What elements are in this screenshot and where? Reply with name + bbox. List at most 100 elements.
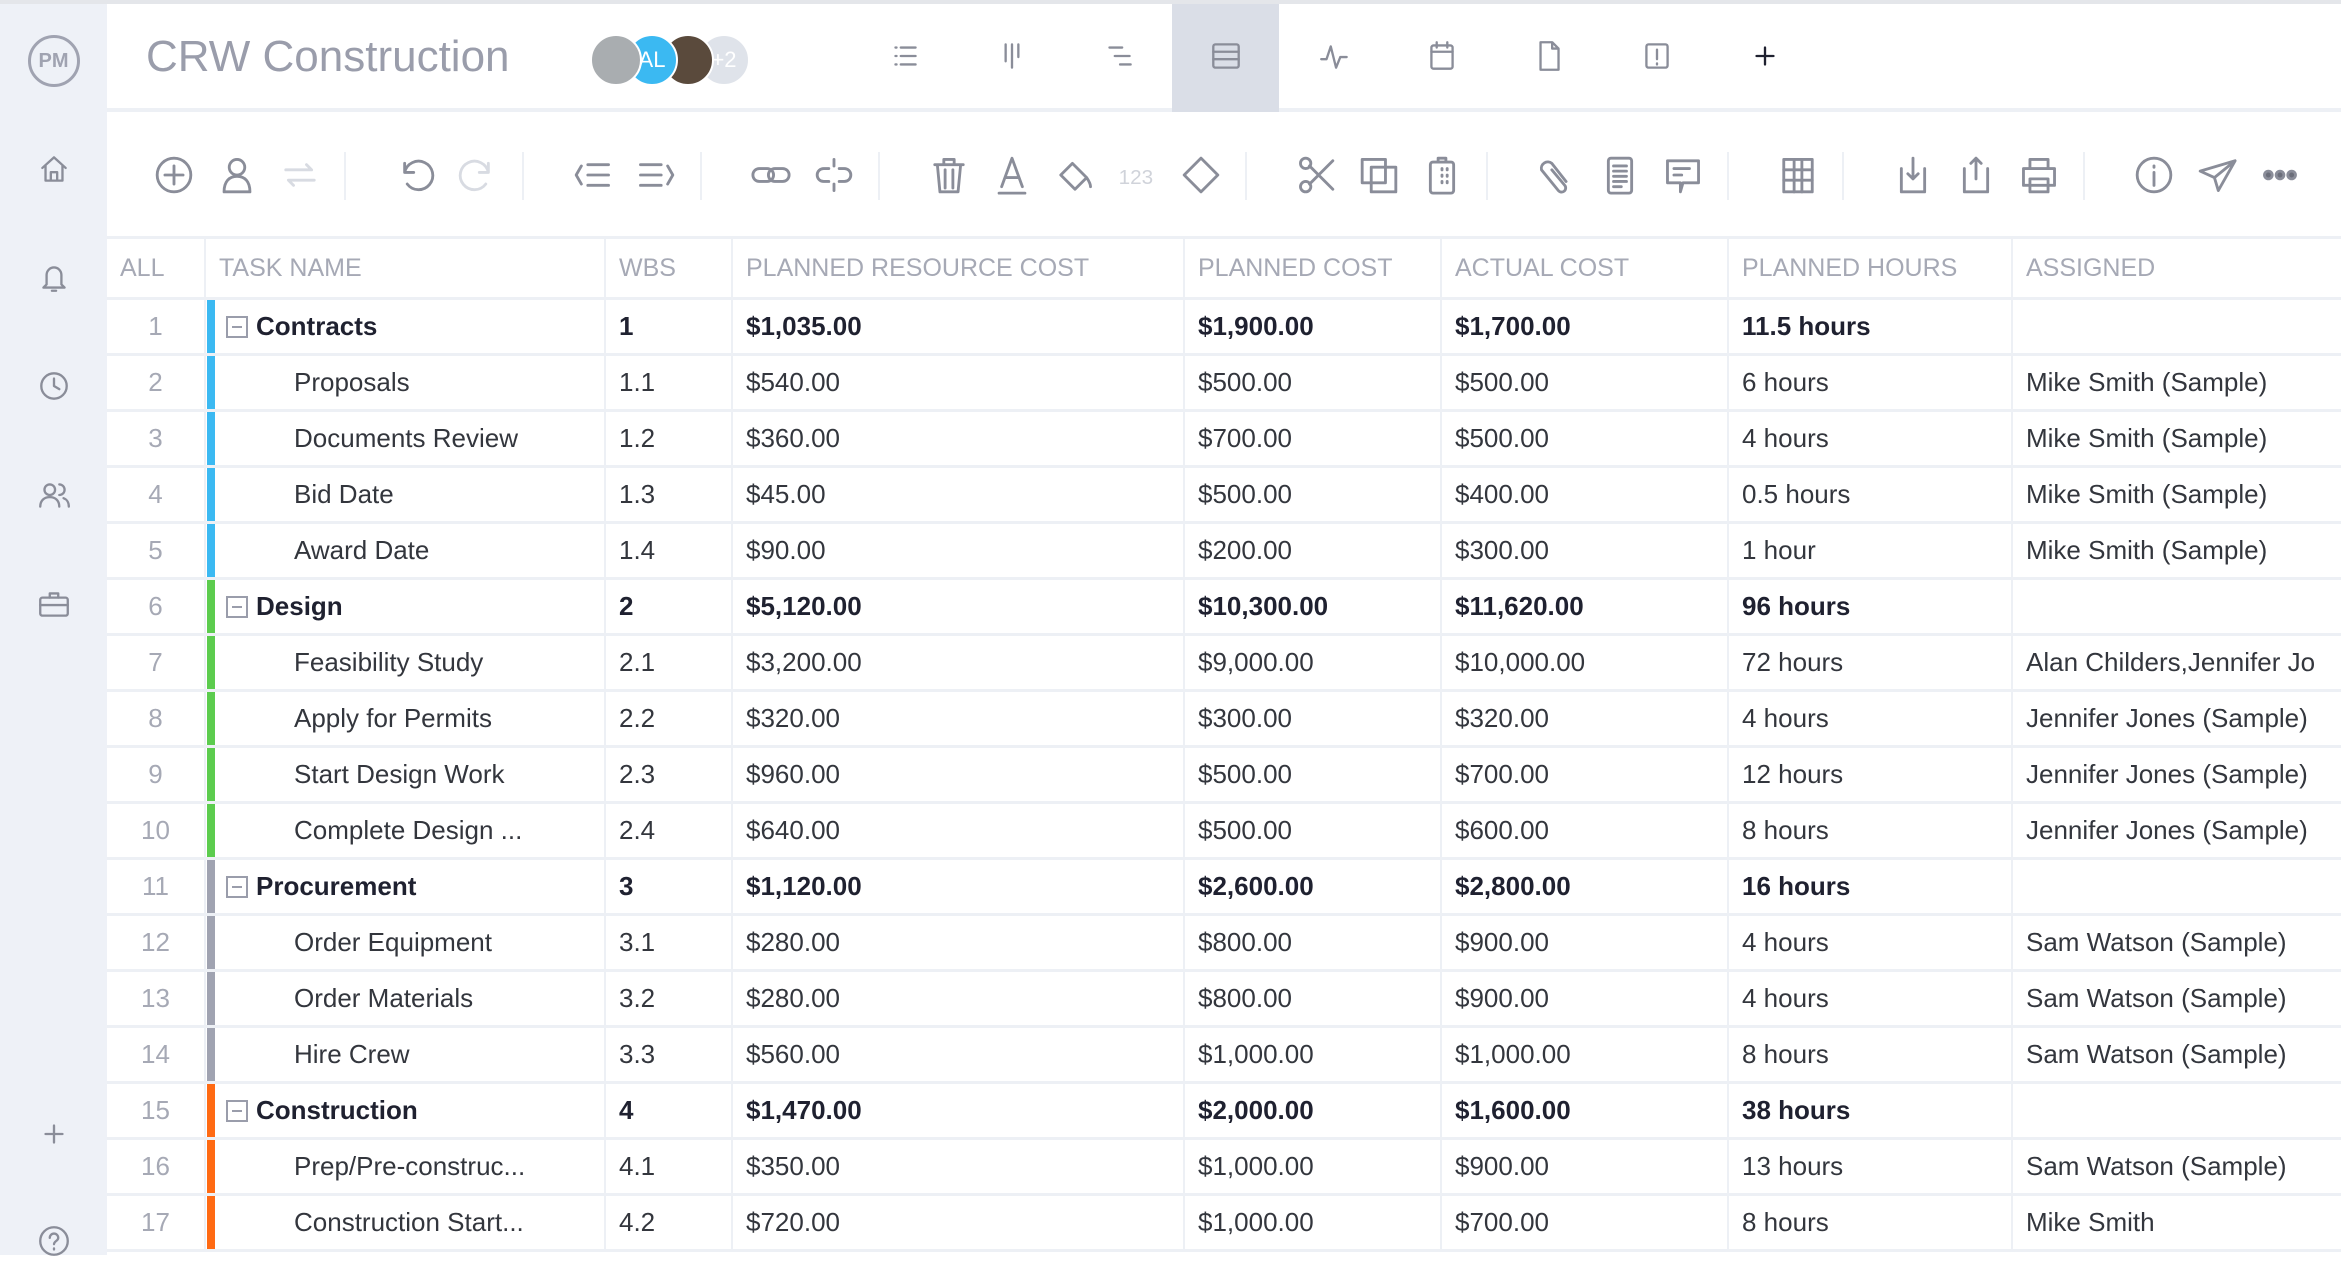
task-group-row[interactable]: 1 Contracts 1 $1,035.00 $1,900.00 $1,700.00 11… [107,300,2341,356]
cell-name[interactable]: Feasibility Study [206,636,606,689]
cell-assigned[interactable] [2013,1084,2341,1137]
task-row[interactable]: 16 Prep/Pre-construc... 4.1 $350.00 $1,000.0… [107,1140,2341,1196]
link-button[interactable] [746,152,796,202]
cell-ac[interactable]: $1,000.00 [1442,1028,1729,1081]
comments-button[interactable] [1658,152,1708,202]
cell-wbs[interactable]: 3 [606,860,733,913]
task-row[interactable]: 3 Documents Review 1.2 $360.00 $700.00 $500.0… [107,412,2341,468]
task-row[interactable]: 14 Hire Crew 3.3 $560.00 $1,000.00 $1,000.00 8… [107,1028,2341,1084]
cell-wbs[interactable]: 4.2 [606,1196,733,1249]
cell-name[interactable]: Start Design Work [206,748,606,801]
task-row[interactable]: 7 Feasibility Study 2.1 $3,200.00 $9,000.00 $… [107,636,2341,692]
cell-ph[interactable]: 8 hours [1729,804,2013,857]
cell-pc[interactable]: $500.00 [1185,468,1442,521]
cell-n[interactable]: 6 [107,580,206,633]
cell-prc[interactable]: $45.00 [733,468,1185,521]
send-button[interactable] [2192,152,2242,202]
cell-assigned[interactable]: Jennifer Jones (Sample) [2013,692,2341,745]
cell-prc[interactable]: $90.00 [733,524,1185,577]
cell-ac[interactable]: $600.00 [1442,804,1729,857]
outdent-button[interactable] [568,152,618,202]
cut-button[interactable] [1291,152,1341,202]
cell-pc[interactable]: $2,600.00 [1185,860,1442,913]
task-row[interactable]: 17 Construction Start... 4.2 $720.00 $1,000.… [107,1196,2341,1252]
sidebar-bell-button[interactable] [0,249,107,309]
tab-dashboard-view[interactable] [1281,4,1388,112]
tab-files-view[interactable] [1495,4,1602,112]
tab-calendar-view[interactable] [1388,4,1495,112]
cell-pc[interactable]: $800.00 [1185,916,1442,969]
notes-button[interactable] [1595,152,1645,202]
cell-pc[interactable]: $2,000.00 [1185,1084,1442,1137]
cell-wbs[interactable]: 1.2 [606,412,733,465]
cell-prc[interactable]: $280.00 [733,916,1185,969]
milestone-button[interactable] [1176,152,1226,202]
cell-name[interactable]: Design [206,580,606,633]
cell-prc[interactable]: $280.00 [733,972,1185,1025]
cell-prc[interactable]: $1,470.00 [733,1084,1185,1137]
add-task-button[interactable] [149,152,199,202]
cell-assigned[interactable]: Mike Smith (Sample) [2013,524,2341,577]
fill-color-button[interactable] [1050,152,1100,202]
cell-ph[interactable]: 4 hours [1729,692,2013,745]
cell-ac[interactable]: $2,800.00 [1442,860,1729,913]
cell-name[interactable]: Contracts [206,300,606,353]
tab-list-view[interactable] [851,4,958,112]
tab-sheet-view[interactable] [1172,4,1279,112]
cell-n[interactable]: 2 [107,356,206,409]
cell-ph[interactable]: 11.5 hours [1729,300,2013,353]
cell-pc[interactable]: $200.00 [1185,524,1442,577]
avatar[interactable] [590,34,642,86]
cell-ph[interactable]: 4 hours [1729,916,2013,969]
sidebar-home-button[interactable] [0,141,107,201]
task-group-row[interactable]: 15 Construction 4 $1,470.00 $2,000.00 $1,600.… [107,1084,2341,1140]
cell-n[interactable]: 17 [107,1196,206,1249]
cell-ph[interactable]: 12 hours [1729,748,2013,801]
cell-wbs[interactable]: 1.1 [606,356,733,409]
cell-ac[interactable]: $400.00 [1442,468,1729,521]
cell-name[interactable]: Hire Crew [206,1028,606,1081]
cell-ac[interactable]: $11,620.00 [1442,580,1729,633]
cell-wbs[interactable]: 4 [606,1084,733,1137]
cell-ph[interactable]: 72 hours [1729,636,2013,689]
cell-prc[interactable]: $640.00 [733,804,1185,857]
column-header-pc[interactable]: PLANNED COST [1185,239,1442,297]
number-format-button[interactable]: 123 [1113,152,1163,202]
task-row[interactable]: 10 Complete Design ... 2.4 $640.00 $500.00 $6… [107,804,2341,860]
sidebar-people-button[interactable] [0,467,107,527]
cell-name[interactable]: Apply for Permits [206,692,606,745]
sidebar-help-button[interactable] [0,1213,107,1273]
cell-assigned[interactable]: Sam Watson (Sample) [2013,916,2341,969]
unlink-button[interactable] [809,152,859,202]
cell-prc[interactable]: $350.00 [733,1140,1185,1193]
tab-board-view[interactable] [958,4,1065,112]
cell-wbs[interactable]: 3.3 [606,1028,733,1081]
cell-ac[interactable]: $700.00 [1442,748,1729,801]
sidebar-plus-button[interactable] [0,1106,107,1166]
cell-ph[interactable]: 8 hours [1729,1028,2013,1081]
tab-add-view[interactable] [1711,4,1818,112]
pm-logo[interactable]: PM [0,31,107,91]
column-header-n[interactable]: ALL [107,239,206,297]
cell-name[interactable]: Bid Date [206,468,606,521]
sidebar-briefcase-button[interactable] [0,576,107,636]
cell-ac[interactable]: $1,600.00 [1442,1084,1729,1137]
cell-name[interactable]: Proposals [206,356,606,409]
cell-prc[interactable]: $5,120.00 [733,580,1185,633]
cell-n[interactable]: 7 [107,636,206,689]
delete-button[interactable] [924,152,974,202]
export-button[interactable] [1951,152,2001,202]
cell-pc[interactable]: $800.00 [1185,972,1442,1025]
collapse-toggle-icon[interactable] [226,875,248,898]
cell-pc[interactable]: $1,000.00 [1185,1140,1442,1193]
cell-assigned[interactable]: Mike Smith (Sample) [2013,356,2341,409]
collapse-toggle-icon[interactable] [226,315,248,338]
team-avatars[interactable]: AL +2 [590,34,750,86]
cell-n[interactable]: 11 [107,860,206,913]
print-button[interactable] [2014,152,2064,202]
task-row[interactable]: 9 Start Design Work 2.3 $960.00 $500.00 $700.… [107,748,2341,804]
cell-prc[interactable]: $320.00 [733,692,1185,745]
column-header-assigned[interactable]: ASSIGNED [2013,239,2341,297]
cell-pc[interactable]: $500.00 [1185,804,1442,857]
cell-pc[interactable]: $1,900.00 [1185,300,1442,353]
